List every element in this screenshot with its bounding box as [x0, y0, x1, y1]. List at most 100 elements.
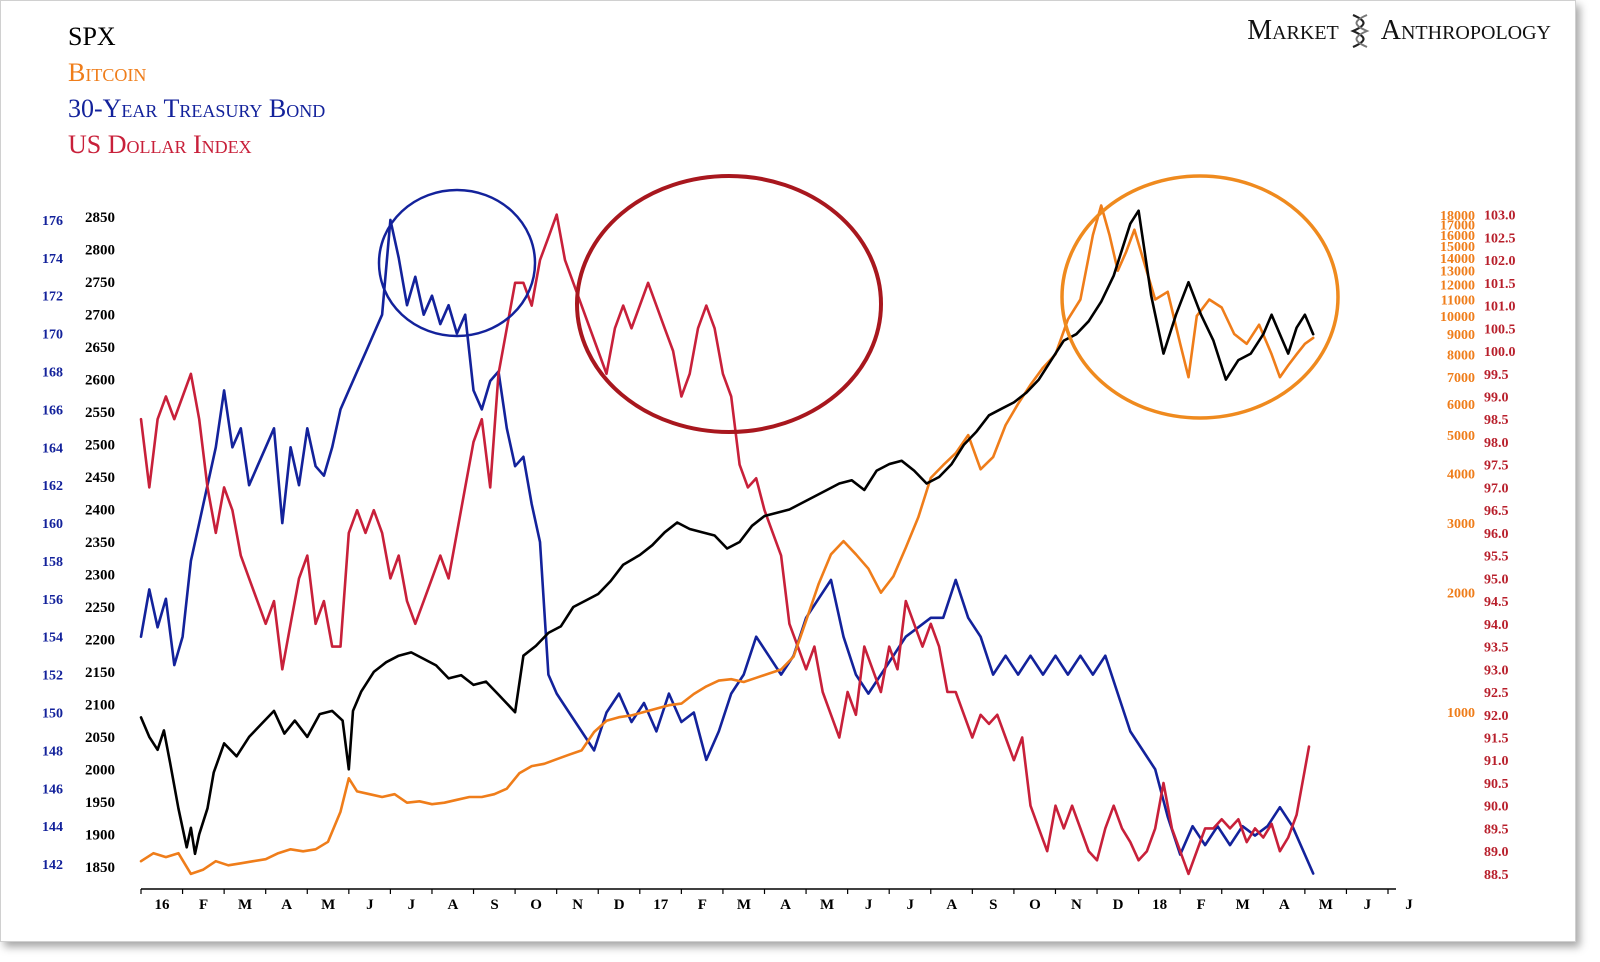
spx-tick-label: 2600: [85, 373, 115, 389]
bond-tick-label: 172: [42, 290, 63, 305]
btc-tick-label: 16000: [1440, 229, 1475, 244]
dxy-tick-label: 92.5: [1484, 686, 1509, 701]
x-tick-label: 17: [653, 897, 669, 913]
bond-tick-label: 170: [42, 328, 63, 343]
spx-tick-label: 2400: [85, 503, 115, 519]
bond-tick-label: 146: [42, 782, 63, 797]
dxy-tick-label: 94.0: [1484, 618, 1509, 633]
spx-tick-label: 2750: [85, 275, 115, 291]
x-tick-label: N: [1071, 897, 1082, 913]
legend-spx: SPX: [68, 22, 116, 51]
dna-helix-icon: [1349, 13, 1370, 49]
x-tick-label: M: [1319, 897, 1333, 913]
bond-tick-label: 156: [42, 593, 63, 608]
legend-dollar: US Dollar Index: [68, 130, 252, 159]
dxy-tick-label: 90.0: [1484, 800, 1509, 815]
btc-tick-label: 9000: [1447, 328, 1475, 343]
dxy-tick-label: 95.5: [1484, 550, 1509, 565]
bond-tick-label: 176: [42, 214, 63, 229]
btc-tick-label: 1000: [1447, 706, 1475, 721]
dxy-tick-label: 99.0: [1484, 391, 1509, 406]
dxy-tick-label: 100.0: [1484, 345, 1516, 360]
x-tick-label: J: [1405, 897, 1413, 913]
spx-tick-label: 2550: [85, 405, 115, 421]
annotation-ellipse: [575, 174, 883, 434]
x-tick-label: F: [698, 897, 707, 913]
x-tick-label: D: [1113, 897, 1124, 913]
spx-tick-label: 2700: [85, 308, 115, 324]
spx-tick-label: 2500: [85, 438, 115, 454]
series-line-bitcoin: [139, 204, 1315, 876]
series-line-30-year-treasury-bond: [139, 218, 1315, 875]
x-tick-label: M: [737, 897, 751, 913]
bond-tick-label: 150: [42, 707, 63, 722]
spx-tick-label: 2150: [85, 665, 115, 681]
x-tick-label: A: [281, 897, 292, 913]
spx-tick-label: 1950: [85, 795, 115, 811]
legend-bitcoin: Bitcoin: [68, 58, 147, 87]
btc-tick-label: 14000: [1440, 252, 1475, 267]
spx-tick-label: 2800: [85, 243, 115, 259]
bond-tick-label: 160: [42, 517, 63, 532]
bond-tick-label: 164: [42, 441, 63, 456]
dxy-tick-label: 88.5: [1484, 868, 1509, 883]
spx-tick-label: 2000: [85, 762, 115, 778]
bond-tick-label: 148: [42, 744, 63, 759]
series-line-us-dollar-index: [139, 213, 1311, 876]
x-tick-label: M: [321, 897, 335, 913]
x-tick-label: 16: [155, 897, 171, 913]
spx-tick-label: 2850: [85, 210, 115, 226]
dxy-tick-label: 89.5: [1484, 822, 1509, 837]
x-tick-label: J: [906, 897, 914, 913]
x-tick-label: J: [408, 897, 416, 913]
dxy-tick-label: 102.5: [1484, 231, 1516, 246]
spx-tick-label: 1900: [85, 827, 115, 843]
x-tick-label: M: [820, 897, 834, 913]
dxy-tick-label: 98.0: [1484, 436, 1509, 451]
brand-logo: Market Anthropology: [1247, 13, 1551, 49]
btc-tick-label: 17000: [1440, 219, 1475, 234]
x-tick-label: J: [366, 897, 374, 913]
dxy-tick-label: 102.0: [1484, 254, 1516, 269]
dxy-tick-label: 90.5: [1484, 777, 1509, 792]
x-tick-label: A: [946, 897, 957, 913]
bond-tick-label: 152: [42, 669, 63, 684]
spx-tick-label: 2200: [85, 632, 115, 648]
bond-tick-label: 168: [42, 366, 63, 381]
brand-left: Market: [1247, 15, 1339, 46]
btc-tick-label: 15000: [1440, 240, 1475, 255]
x-tick-label: 18: [1152, 897, 1167, 913]
annotation-ellipse: [1060, 174, 1340, 420]
spx-tick-label: 2650: [85, 340, 115, 356]
dxy-tick-label: 96.0: [1484, 527, 1509, 542]
dxy-tick-label: 89.0: [1484, 845, 1509, 860]
x-tick-label: F: [1197, 897, 1206, 913]
dxy-tick-label: 94.5: [1484, 595, 1509, 610]
btc-tick-label: 2000: [1447, 587, 1475, 602]
dxy-tick-label: 92.0: [1484, 709, 1509, 724]
btc-tick-label: 4000: [1447, 467, 1475, 482]
spx-tick-label: 2050: [85, 730, 115, 746]
dxy-tick-label: 98.5: [1484, 413, 1509, 428]
btc-tick-label: 18000: [1440, 209, 1475, 224]
x-tick-label: M: [238, 897, 252, 913]
x-tick-label: A: [780, 897, 791, 913]
dxy-tick-label: 93.5: [1484, 641, 1509, 656]
btc-tick-label: 7000: [1447, 371, 1475, 386]
x-tick-label: S: [989, 897, 997, 913]
bond-tick-label: 162: [42, 479, 63, 494]
bond-tick-label: 166: [42, 403, 63, 418]
x-tick-label: O: [530, 897, 542, 913]
dxy-tick-label: 91.0: [1484, 754, 1509, 769]
btc-tick-label: 10000: [1440, 310, 1475, 325]
chart-frame: 16 F M A M J J A S O N D 17 F M A M J J A S O N D 18 F M A M J J 142 144…: [0, 0, 1576, 942]
dxy-tick-label: 103.0: [1484, 209, 1516, 224]
dxy-tick-label: 97.0: [1484, 481, 1509, 496]
spx-tick-label: 1850: [85, 860, 115, 876]
x-tick-label: M: [1236, 897, 1250, 913]
btc-tick-label: 6000: [1447, 398, 1475, 413]
x-tick-label: J: [1364, 897, 1372, 913]
x-tick-label: O: [1029, 897, 1041, 913]
x-tick-label: F: [199, 897, 208, 913]
dxy-tick-label: 91.5: [1484, 732, 1509, 747]
